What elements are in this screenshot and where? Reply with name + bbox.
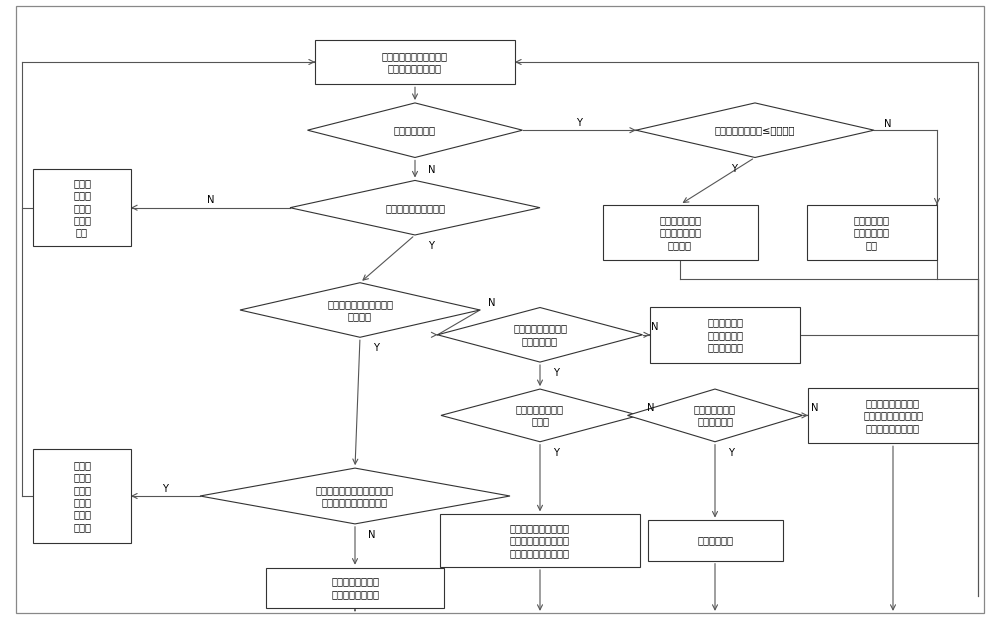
- Polygon shape: [308, 103, 522, 157]
- Text: 保持人行道红灯不变
，提示过街行人请站到
过街行人等待区等待: 保持人行道红灯不变 ，提示过街行人请站到 过街行人等待区等待: [863, 398, 923, 433]
- Text: 相应路
口信号
灯保持
主干线
双向绿
波模式: 相应路 口信号 灯保持 主干线 双向绿 波模式: [73, 460, 91, 532]
- FancyBboxPatch shape: [315, 40, 515, 84]
- Text: 相应路口信号
灯为正常控制
模式: 相应路口信号 灯为正常控制 模式: [854, 215, 890, 250]
- Text: N: N: [207, 195, 214, 205]
- Text: 相应路
口信号
灯为正
常切换
模式: 相应路 口信号 灯为正 常切换 模式: [73, 178, 91, 237]
- FancyBboxPatch shape: [266, 568, 444, 608]
- Text: Y: Y: [553, 448, 559, 458]
- Text: Y: Y: [728, 448, 734, 458]
- Text: N: N: [368, 530, 376, 540]
- Text: N: N: [647, 403, 654, 413]
- Polygon shape: [438, 308, 643, 362]
- FancyBboxPatch shape: [807, 205, 937, 260]
- FancyBboxPatch shape: [602, 205, 758, 260]
- Text: 提示过街行人快速通过
路口；不过街的行人请
在过街等待区外边站立: 提示过街行人快速通过 路口；不过街的行人请 在过街等待区外边站立: [510, 523, 570, 558]
- Text: N: N: [651, 322, 658, 332]
- Text: Y: Y: [576, 118, 582, 128]
- Text: 置人行道绿灯: 置人行道绿灯: [697, 536, 733, 546]
- Text: 信号周期的起点: 信号周期的起点: [394, 125, 436, 135]
- Text: 有支线道路车辆数≤切换阈值: 有支线道路车辆数≤切换阈值: [715, 125, 795, 135]
- FancyBboxPatch shape: [648, 521, 782, 560]
- Text: 相应路口对应的主干线道路上
是否有车辆到达监测位置: 相应路口对应的主干线道路上 是否有车辆到达监测位置: [316, 485, 394, 507]
- Text: Y: Y: [162, 484, 168, 494]
- Polygon shape: [636, 103, 874, 157]
- Text: 实时跟踪主干线道路和支
线道路的车辆和行人: 实时跟踪主干线道路和支 线道路的车辆和行人: [382, 51, 448, 73]
- Text: Y: Y: [731, 164, 737, 174]
- Text: 是主干线双向绿波模式: 是主干线双向绿波模式: [385, 203, 445, 213]
- FancyBboxPatch shape: [440, 515, 640, 567]
- Polygon shape: [628, 389, 802, 441]
- Text: 支线机动车信号
灯刚开启绿灯: 支线机动车信号 灯刚开启绿灯: [694, 404, 736, 427]
- Text: N: N: [884, 119, 892, 129]
- Text: 支线道路上是否有车辆到
达路口处: 支线道路上是否有车辆到 达路口处: [327, 299, 393, 321]
- Text: 支线人行道信号灯
是绿灯: 支线人行道信号灯 是绿灯: [516, 404, 564, 427]
- Text: N: N: [810, 403, 818, 413]
- Polygon shape: [290, 180, 540, 235]
- Polygon shape: [200, 468, 510, 524]
- Polygon shape: [240, 283, 480, 337]
- Text: 相应路口的信号灯
为支线道路置绿灯: 相应路口的信号灯 为支线道路置绿灯: [331, 577, 379, 599]
- Polygon shape: [441, 389, 639, 441]
- Text: Y: Y: [428, 241, 434, 251]
- Text: Y: Y: [373, 343, 379, 353]
- Text: Y: Y: [553, 368, 559, 378]
- Text: 相应路口信号
灯保持主干线
双向绿波模式: 相应路口信号 灯保持主干线 双向绿波模式: [707, 317, 743, 352]
- FancyBboxPatch shape: [650, 307, 800, 363]
- Text: 相应路口信号灯
进入主干线双向
绿波模式: 相应路口信号灯 进入主干线双向 绿波模式: [659, 215, 701, 250]
- Text: N: N: [428, 165, 436, 175]
- FancyBboxPatch shape: [33, 449, 131, 543]
- Text: N: N: [488, 298, 496, 308]
- FancyBboxPatch shape: [33, 169, 131, 246]
- Text: 支线道路上是否有行
人到达路口处: 支线道路上是否有行 人到达路口处: [513, 324, 567, 346]
- FancyBboxPatch shape: [808, 388, 978, 443]
